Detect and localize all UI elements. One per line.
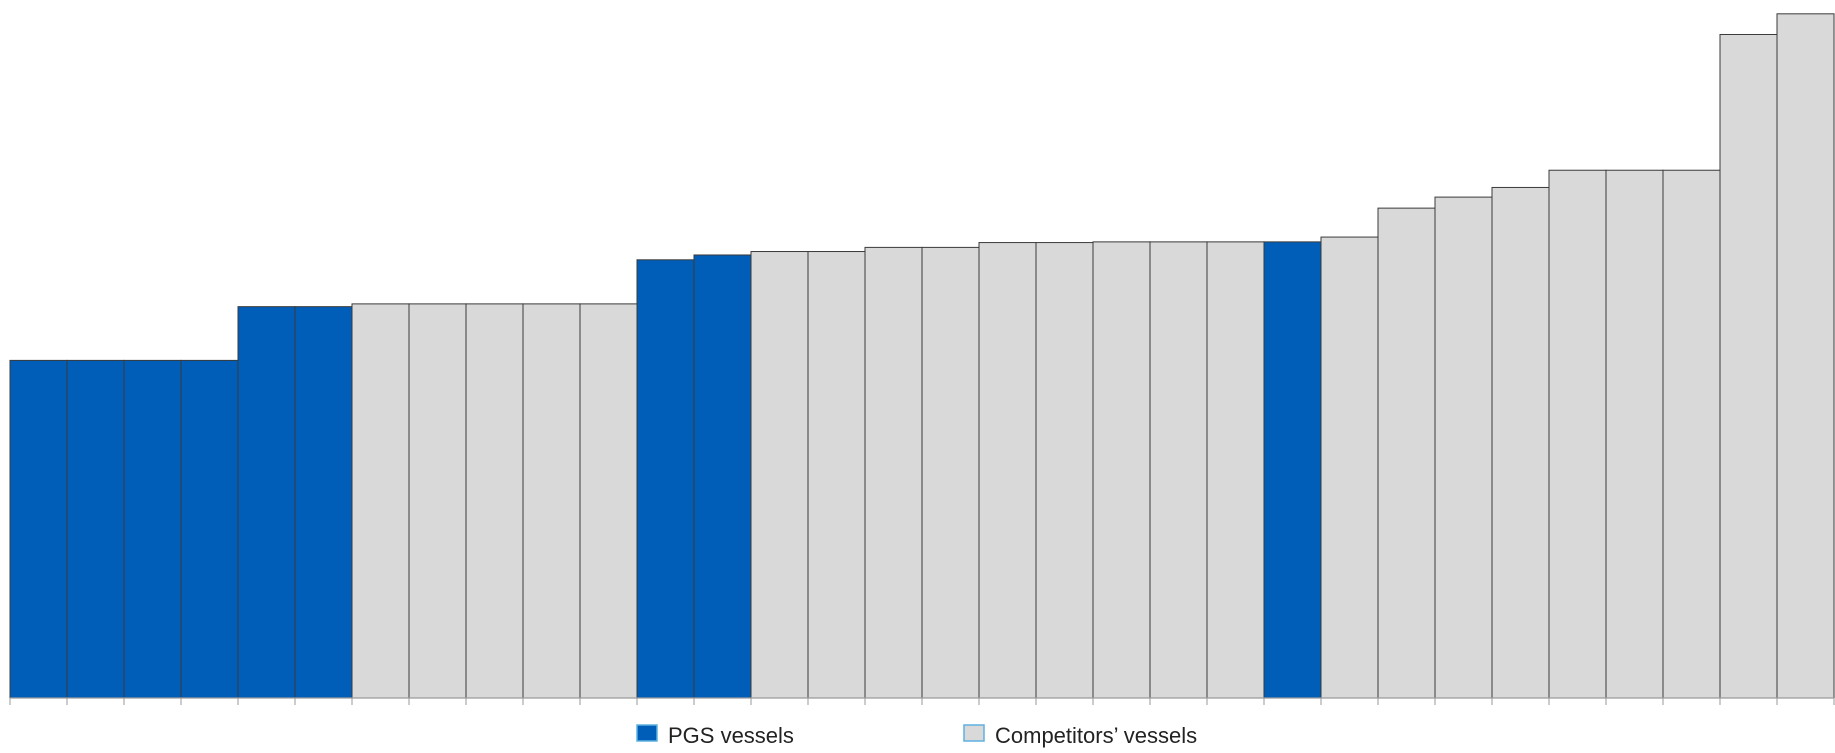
bar-competitor-vessel <box>1662 169 1721 699</box>
bar-competitor-vessel <box>750 251 809 699</box>
bar-competitor-vessel <box>1206 241 1265 699</box>
bar-competitor-vessel <box>351 303 410 699</box>
bar-competitor-vessel <box>1149 241 1208 699</box>
bar-pgs-vessel <box>123 359 182 699</box>
bar-competitor-vessel <box>921 246 980 699</box>
legend: PGS vessels Competitors’ vessels <box>636 723 1197 748</box>
bar-pgs-vessel <box>636 259 695 699</box>
bar-competitor-vessel <box>1377 207 1436 699</box>
legend-swatch-competitor <box>963 724 985 742</box>
x-axis <box>9 697 1835 705</box>
bar-competitor-vessel <box>864 246 923 699</box>
legend-label-competitor: Competitors’ vessels <box>995 723 1197 748</box>
bar-competitor-vessel <box>978 242 1037 699</box>
bar-pgs-vessel <box>9 359 68 699</box>
bar-pgs-vessel <box>237 306 296 699</box>
bar-competitor-vessel <box>1776 13 1835 699</box>
legend-label-pgs: PGS vessels <box>668 723 794 748</box>
bars-layer <box>9 13 1835 699</box>
bar-competitor-vessel <box>579 303 638 699</box>
bar-pgs-vessel <box>693 254 752 699</box>
bar-competitor-vessel <box>1092 241 1151 699</box>
bar-competitor-vessel <box>522 303 581 699</box>
bar-competitor-vessel <box>1320 236 1379 699</box>
bar-competitor-vessel <box>1491 186 1550 699</box>
bar-pgs-vessel <box>294 306 353 699</box>
bar-competitor-vessel <box>465 303 524 699</box>
bar-competitor-vessel <box>408 303 467 699</box>
bar-competitor-vessel <box>1035 242 1094 699</box>
legend-swatch-pgs <box>636 724 658 742</box>
bar-competitor-vessel <box>807 251 866 699</box>
bar-pgs-vessel <box>66 359 125 699</box>
bar-competitor-vessel <box>1719 33 1778 699</box>
bar-pgs-vessel <box>180 359 239 699</box>
bar-competitor-vessel <box>1548 169 1607 699</box>
bar-pgs-vessel <box>1263 241 1322 699</box>
bar-competitor-vessel <box>1434 196 1493 699</box>
bar-competitor-vessel <box>1605 169 1664 699</box>
